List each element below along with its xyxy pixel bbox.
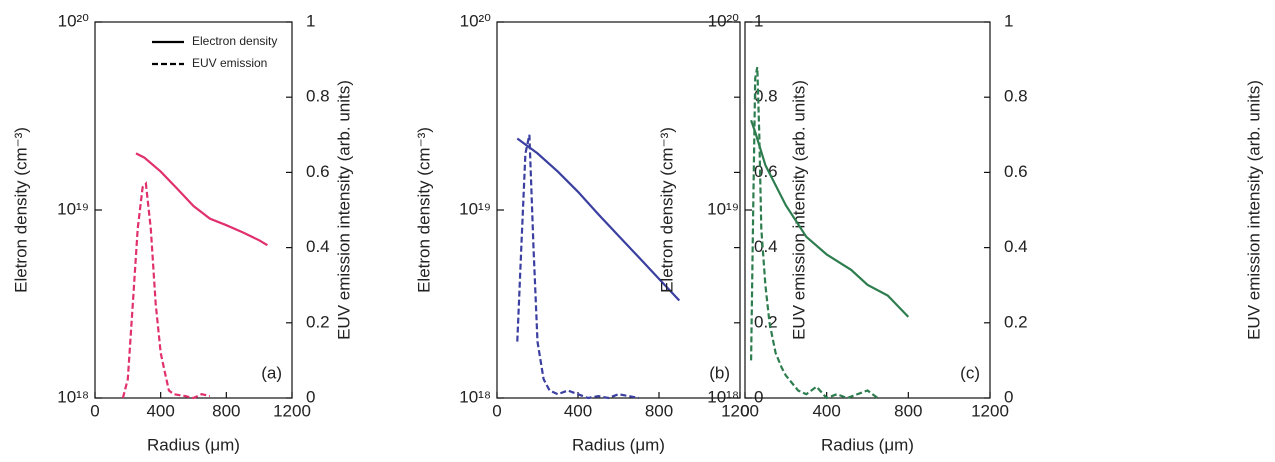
y-tick-label: 10²⁰ (708, 11, 740, 30)
panel-label: (a) (261, 363, 282, 382)
y2-tick-label: 0.6 (306, 162, 330, 181)
x-tick-label: 0 (740, 401, 749, 420)
x-tick-label: 1200 (273, 401, 311, 420)
y-tick-label: 10¹⁸ (459, 387, 491, 406)
y2-tick-label: 0.4 (754, 237, 778, 256)
y-tick-label: 10²⁰ (460, 11, 492, 30)
y2-tick-label: 0.8 (306, 87, 330, 106)
y-axis-label: Eletron density (cm⁻³) (11, 127, 30, 293)
y-axis-label: Eletron density (cm⁻³) (414, 127, 433, 293)
legend-label: Electron density (192, 34, 277, 48)
y-tick-label: 10¹⁹ (459, 199, 491, 218)
y2-axis-label: EUV emission intensity (arb. units) (789, 80, 808, 340)
data-line (121, 181, 211, 400)
y2-tick-label: 1 (306, 11, 315, 30)
legend-label: EUV emission (192, 56, 267, 70)
y2-tick-label: 0.4 (306, 237, 330, 256)
x-tick-label: 800 (894, 401, 922, 420)
y2-tick-label: 0 (306, 387, 315, 406)
x-tick-label: 400 (812, 401, 840, 420)
plot-frame (94, 21, 293, 399)
x-tick-label: 1200 (721, 401, 759, 420)
y2-tick-label: 0 (1004, 387, 1013, 406)
y-tick-label: 10²⁰ (58, 11, 90, 30)
plot-frame (496, 21, 741, 399)
x-tick-label: 800 (212, 401, 240, 420)
y-axis-label: Eletron density (cm⁻³) (657, 127, 676, 293)
y2-tick-label: 0.2 (1004, 312, 1028, 331)
data-line (516, 134, 640, 400)
y-tick-label: 10¹⁸ (57, 387, 89, 406)
x-tick-label: 1200 (971, 401, 1009, 420)
plot-frame (744, 21, 991, 399)
y2-tick-label: 1 (754, 11, 763, 30)
y2-tick-label: 0.8 (754, 87, 778, 106)
y2-tick-label: 0 (754, 387, 763, 406)
panel-label: (b) (709, 363, 730, 382)
x-axis-label: Radius (μm) (572, 435, 665, 454)
data-line (750, 119, 910, 318)
y2-axis-label: EUV emission intensity (arb. units) (334, 80, 353, 340)
y2-tick-label: 0.2 (754, 312, 778, 331)
y2-axis-label: EUV emission intensity (arb. units) (1244, 80, 1263, 340)
y2-tick-label: 0.2 (306, 312, 330, 331)
data-line (750, 66, 879, 400)
y-tick-label: 10¹⁸ (707, 387, 739, 406)
y2-tick-label: 1 (1004, 11, 1013, 30)
x-axis-label: Radius (μm) (147, 435, 240, 454)
y-tick-label: 10¹⁹ (707, 199, 739, 218)
y2-tick-label: 0.8 (1004, 87, 1028, 106)
x-tick-label: 800 (645, 401, 673, 420)
panel-label: (c) (960, 363, 980, 382)
x-tick-label: 0 (492, 401, 501, 420)
x-tick-label: 400 (146, 401, 174, 420)
data-line (516, 137, 681, 302)
y-tick-label: 10¹⁹ (57, 199, 89, 218)
x-tick-label: 0 (90, 401, 99, 420)
x-tick-label: 400 (564, 401, 592, 420)
y2-tick-label: 0.4 (1004, 237, 1028, 256)
y2-tick-label: 0.6 (1004, 162, 1028, 181)
data-line (135, 152, 268, 247)
x-axis-label: Radius (μm) (821, 435, 914, 454)
